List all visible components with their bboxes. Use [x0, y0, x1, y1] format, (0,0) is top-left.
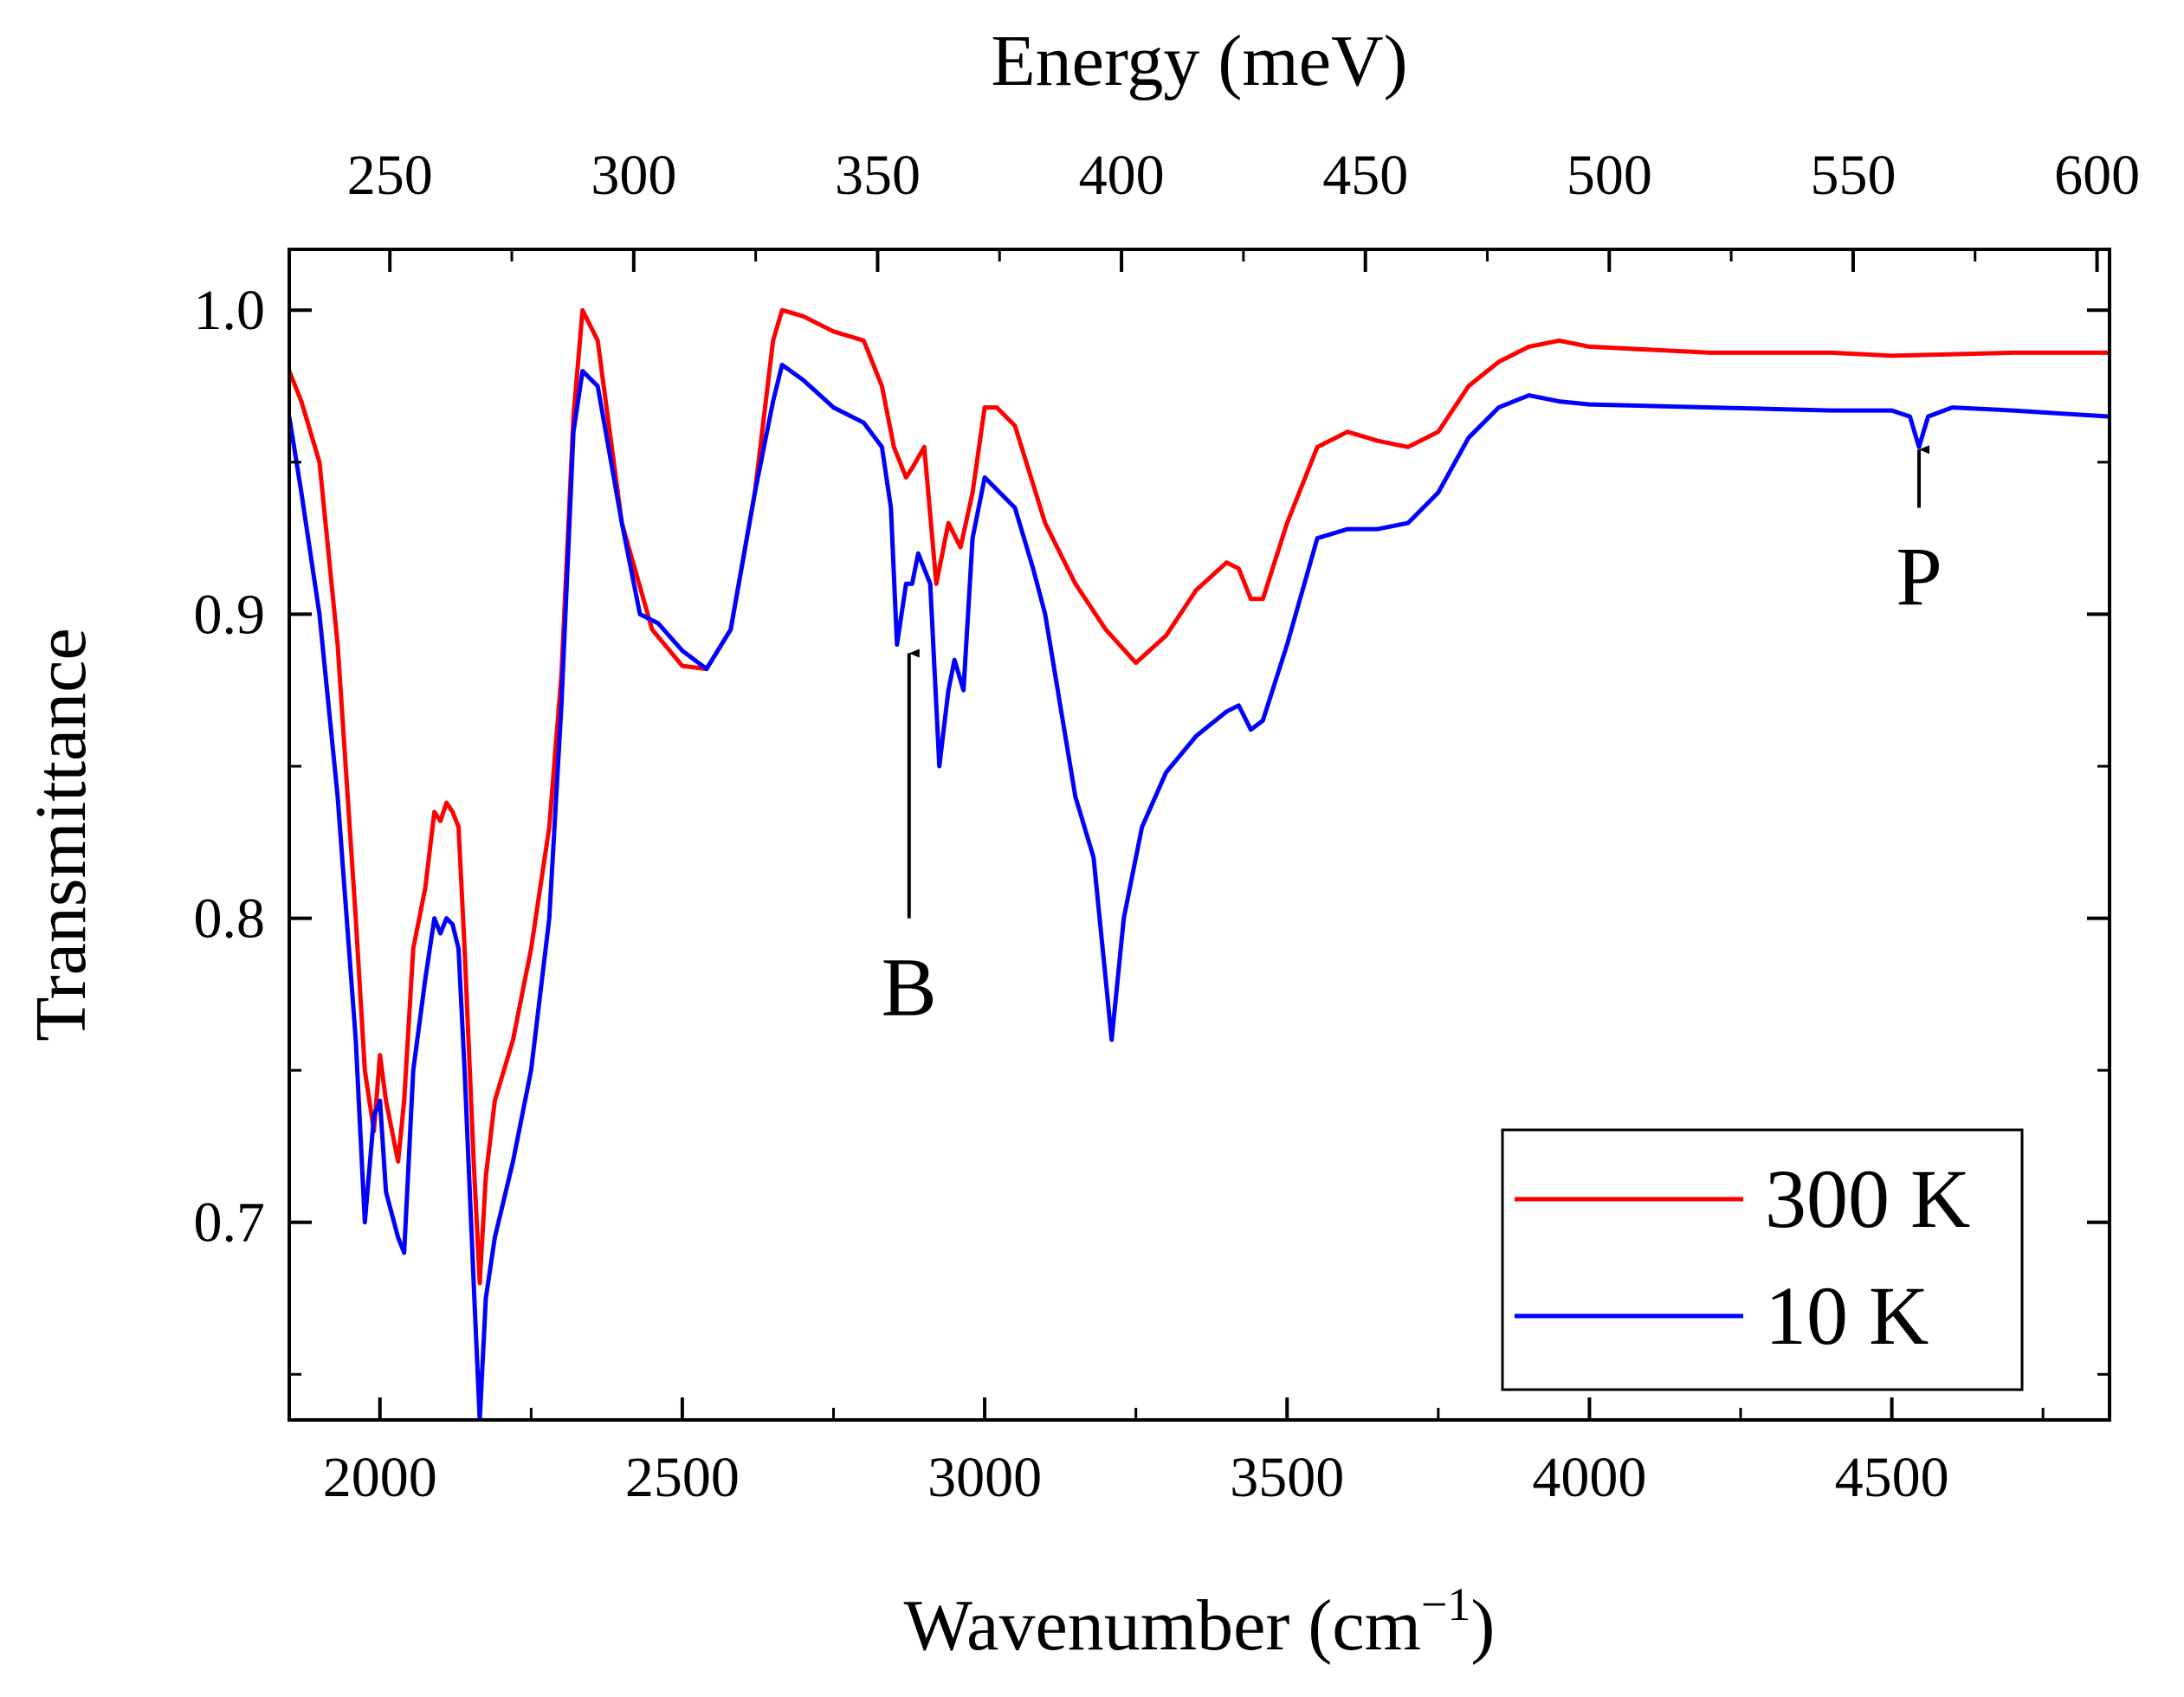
x-tick-label: 2000 [323, 1446, 437, 1509]
top-tick-label: 600 [2054, 144, 2140, 207]
x-tick-label: 3500 [1230, 1446, 1344, 1509]
legend: 300 K 10 K [1501, 1128, 2024, 1391]
top-tick-label: 300 [591, 144, 676, 207]
y-axis-title: Transmittance [21, 628, 101, 1042]
top-tick-label: 400 [1079, 144, 1165, 207]
y-tick-label: 0.9 [194, 583, 266, 646]
top-tick-label: 450 [1322, 144, 1408, 207]
plot-frame [288, 248, 2111, 1422]
top-axis-title: Energy (meV) [991, 21, 1407, 101]
y-tick-label: 0.8 [194, 887, 266, 951]
x-axis-title-main: Wavenumber (cm [904, 1585, 1421, 1666]
x-tick-label: 4500 [1835, 1446, 1949, 1509]
x-tick-label: 2500 [625, 1446, 740, 1509]
legend-box [1501, 1128, 2024, 1391]
y-tick-label: 0.7 [194, 1191, 266, 1255]
series-line-300k [289, 307, 2110, 1286]
annotation-label-b: B [882, 941, 937, 1034]
top-tick-label: 350 [835, 144, 921, 207]
x-tick-label: 4000 [1532, 1446, 1646, 1509]
x-axis-title-close: ) [1470, 1585, 1495, 1666]
top-tick-label: 500 [1567, 144, 1652, 207]
x-axis-title-superscript: −1 [1421, 1578, 1470, 1630]
annotation-label-p: P [1896, 530, 1942, 623]
top-tick-label: 250 [347, 144, 433, 207]
y-tick-label: 1.0 [194, 279, 266, 342]
legend-label-300k: 300 K [1765, 1152, 1970, 1245]
x-tick-label: 3000 [927, 1446, 1042, 1509]
top-tick-label: 550 [1810, 144, 1896, 207]
series-line-10k [289, 362, 2110, 1420]
x-axis-title: Wavenumber (cm−1) [904, 1578, 1496, 1666]
legend-label-10k: 10 K [1765, 1269, 1929, 1362]
